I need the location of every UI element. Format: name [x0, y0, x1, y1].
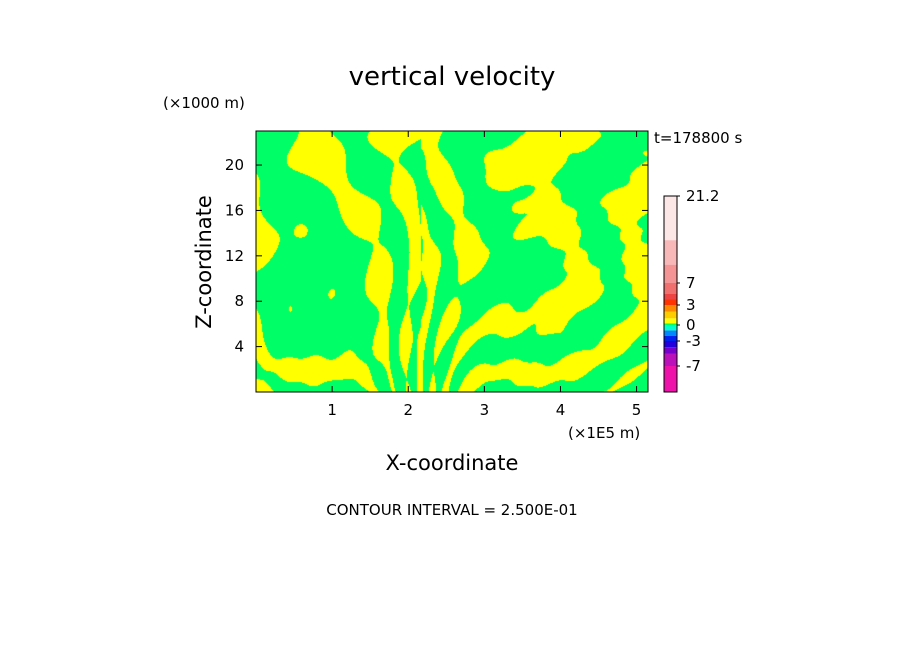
y-tick-label: 12 — [225, 247, 244, 265]
colorbar-bin — [664, 240, 677, 265]
x-tick-label: 3 — [480, 401, 490, 419]
colorbar-bin — [664, 311, 677, 319]
colorbar-bin — [664, 318, 677, 324]
x-unit-label: (×1E5 m) — [568, 424, 640, 442]
colorbar — [663, 195, 678, 393]
colorbar-label: 21.2 — [686, 187, 719, 205]
colorbar-bin — [664, 283, 677, 294]
colorbar-bin — [664, 264, 677, 283]
colorbar-bin — [664, 323, 677, 325]
y-tick-label: 8 — [234, 292, 244, 310]
y-axis-label: Z-coordinate — [192, 195, 216, 329]
x-tick-label: 1 — [327, 401, 337, 419]
colorbar-label: -7 — [686, 357, 701, 375]
y-tick-label: 4 — [234, 338, 244, 356]
colorbar-bin — [664, 330, 677, 336]
x-tick-label: 5 — [632, 401, 642, 419]
colorbar-bin — [664, 335, 677, 341]
colorbar-frame — [663, 195, 678, 393]
plot-frame — [255, 130, 649, 393]
x-tick-label: 4 — [556, 401, 566, 419]
colorbar-bin — [664, 341, 677, 348]
colorbar-labels: 21.2 7 3 0-3 -7 — [677, 187, 719, 375]
colorbar-bin — [664, 294, 677, 300]
time-label: t=178800 s — [654, 129, 742, 147]
y-tick-label: 16 — [225, 201, 244, 219]
colorbar-label: 7 — [686, 274, 696, 292]
colorbar-label: 0 — [686, 316, 696, 334]
chart-title: vertical velocity — [349, 62, 556, 92]
colorbar-bin — [664, 366, 677, 392]
colorbar-label: 3 — [686, 296, 696, 314]
y-unit-label: (×1000 m) — [163, 94, 245, 112]
colorbar-bin — [664, 196, 677, 241]
x-axis-ticks: 1 2 3 4 5 — [327, 131, 641, 419]
colorbar-bin — [664, 325, 677, 331]
colorbar-bin — [664, 347, 677, 354]
y-tick-label: 20 — [225, 156, 244, 174]
x-axis-label: X-coordinate — [386, 451, 519, 475]
colorbar-label: -3 — [686, 332, 701, 350]
contour-interval-label: CONTOUR INTERVAL = 2.500E-01 — [326, 501, 577, 519]
contour-field — [256, 131, 648, 392]
colorbar-bin — [664, 299, 677, 305]
x-tick-label: 2 — [403, 401, 413, 419]
colorbar-bin — [664, 353, 677, 366]
contour-field-image — [256, 131, 648, 392]
colorbar-bin — [664, 305, 677, 312]
y-axis-ticks: 4 8 12 16 20 — [225, 156, 648, 356]
